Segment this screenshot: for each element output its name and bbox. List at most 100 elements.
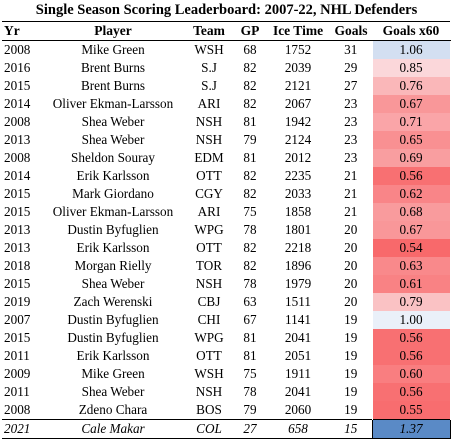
- team-cell: OTT: [196, 168, 222, 183]
- table-row: 2014 Oliver Ekman-Larsson ARI 82 2067 23 0.67: [2, 95, 451, 113]
- table-row: 2007 Dustin Byfuglien CHI 67 1141 19 1.00: [2, 311, 451, 329]
- yr-cell: 2016: [4, 60, 31, 75]
- goals-x60-cell: 0.68: [371, 203, 451, 221]
- goals-cell: 19: [344, 366, 358, 381]
- team-cell: NSH: [195, 276, 223, 291]
- table-row: 2008 Mike Green WSH 68 1752 31 1.06: [2, 40, 451, 59]
- yr-cell: 2015: [4, 78, 31, 93]
- table-row: 2018 Morgan Rielly TOR 82 1896 20 0.63: [2, 257, 451, 275]
- gp-cell: 81: [243, 348, 257, 363]
- gp-cell: 82: [243, 168, 257, 183]
- yr-cell: 2015: [4, 330, 31, 345]
- table-row: 2011 Shea Weber NSH 78 2041 19 0.56: [2, 383, 451, 401]
- gp-cell: 82: [243, 258, 257, 273]
- ice-time-cell: 2060: [284, 402, 312, 417]
- goals-cell: 20: [344, 240, 358, 255]
- player-cell: Brent Burns: [80, 78, 146, 93]
- gp-cell: 82: [243, 240, 257, 255]
- player-cell: Erik Karlsson: [76, 240, 150, 255]
- team-cell: S.J: [201, 60, 217, 75]
- ice-time-cell: 2051: [284, 348, 312, 363]
- header-row: Yr Player Team GP Ice Time Goals Goals x…: [2, 21, 450, 41]
- ice-time-cell: 2039: [284, 60, 312, 75]
- goals-x60-cell: 0.62: [371, 185, 451, 203]
- player-cell: Shea Weber: [81, 276, 145, 291]
- goals-cell: 23: [344, 96, 358, 111]
- player-cell: Sheldon Souray: [71, 150, 155, 165]
- ice-time-cell: 1911: [285, 366, 311, 381]
- goals-cell: 20: [344, 276, 358, 291]
- gp-cell: 75: [243, 366, 257, 381]
- gp-cell: 27: [234, 419, 266, 439]
- goals-cell: 19: [344, 348, 358, 363]
- col-header-gp: GP: [234, 21, 266, 41]
- col-header-ice-time: Ice Time: [266, 21, 330, 41]
- gp-cell: 68: [243, 42, 257, 57]
- goals-x60-cell: 0.54: [371, 239, 451, 257]
- team-cell: COL: [184, 419, 234, 439]
- gp-cell: 81: [243, 114, 257, 129]
- col-header-team: Team: [184, 21, 234, 41]
- goals-cell: 21: [344, 186, 358, 201]
- highlight-row: 2021 Cale Makar COL 27 658 15 1.37: [2, 419, 451, 439]
- gp-cell: 82: [243, 96, 257, 111]
- goals-x60-cell: 0.56: [371, 383, 451, 401]
- yr-cell: 2015: [4, 186, 31, 201]
- team-cell: WPG: [194, 330, 224, 345]
- ice-time-cell: 1979: [284, 276, 312, 291]
- goals-cell: 19: [344, 384, 358, 399]
- ice-time-cell: 1858: [284, 204, 312, 219]
- gp-cell: 82: [243, 60, 257, 75]
- goals-x60-cell: 0.61: [371, 275, 451, 293]
- col-header-goals-x60: Goals x60: [372, 21, 450, 41]
- goals-x60-cell: 0.79: [371, 293, 451, 311]
- table-row: 2013 Dustin Byfuglien WPG 78 1801 20 0.67: [2, 221, 451, 239]
- team-cell: ARI: [197, 204, 221, 219]
- team-cell: CHI: [197, 312, 221, 327]
- table-body: 2008 Mike Green WSH 68 1752 31 1.06 2016 Brent B…: [2, 40, 451, 439]
- player-cell: Dustin Byfuglien: [67, 312, 159, 327]
- player-cell: Brent Burns: [80, 60, 146, 75]
- player-cell: Oliver Ekman-Larsson: [52, 204, 174, 219]
- table-row: 2011 Erik Karlsson OTT 81 2051 19 0.56: [2, 347, 451, 365]
- ice-time-cell: 2041: [284, 384, 312, 399]
- yr-cell: 2021: [2, 419, 42, 439]
- goals-cell: 20: [344, 258, 358, 273]
- yr-cell: 2011: [4, 384, 30, 399]
- yr-cell: 2018: [4, 258, 31, 273]
- player-cell: Zach Werenski: [73, 294, 153, 309]
- col-header-goals: Goals: [330, 21, 372, 41]
- player-cell: Shea Weber: [81, 114, 145, 129]
- col-header-yr: Yr: [2, 21, 42, 41]
- gp-cell: 82: [243, 186, 257, 201]
- gp-cell: 79: [243, 402, 257, 417]
- ice-time-cell: 2041: [284, 330, 312, 345]
- table-row: 2008 Shea Weber NSH 81 1942 23 0.71: [2, 113, 451, 131]
- team-cell: TOR: [195, 258, 223, 273]
- yr-cell: 2013: [4, 132, 31, 147]
- goals-x60-cell: 0.60: [371, 365, 451, 383]
- player-cell: Cale Makar: [42, 419, 184, 439]
- ice-time-cell: 2124: [284, 132, 312, 147]
- gp-cell: 75: [243, 204, 257, 219]
- player-cell: Dustin Byfuglien: [67, 330, 159, 345]
- goals-cell: 20: [344, 294, 358, 309]
- ice-time-cell: 2012: [284, 150, 312, 165]
- yr-cell: 2008: [4, 114, 31, 129]
- goals-cell: 23: [344, 114, 358, 129]
- gp-cell: 67: [243, 312, 257, 327]
- player-cell: Erik Karlsson: [76, 348, 150, 363]
- goals-cell: 19: [344, 402, 358, 417]
- yr-cell: 2007: [4, 312, 31, 327]
- team-cell: OTT: [196, 348, 222, 363]
- ice-time-cell: 658: [266, 419, 330, 439]
- goals-x60-cell: 0.67: [371, 221, 451, 239]
- gp-cell: 63: [243, 294, 257, 309]
- gp-cell: 82: [243, 78, 257, 93]
- yr-cell: 2014: [4, 168, 31, 183]
- table-row: 2015 Shea Weber NSH 78 1979 20 0.61: [2, 275, 451, 293]
- player-cell: Mark Giordano: [72, 186, 154, 201]
- yr-cell: 2009: [4, 366, 31, 381]
- team-cell: S.J: [201, 78, 217, 93]
- goals-x60-cell: 1.37: [371, 419, 451, 439]
